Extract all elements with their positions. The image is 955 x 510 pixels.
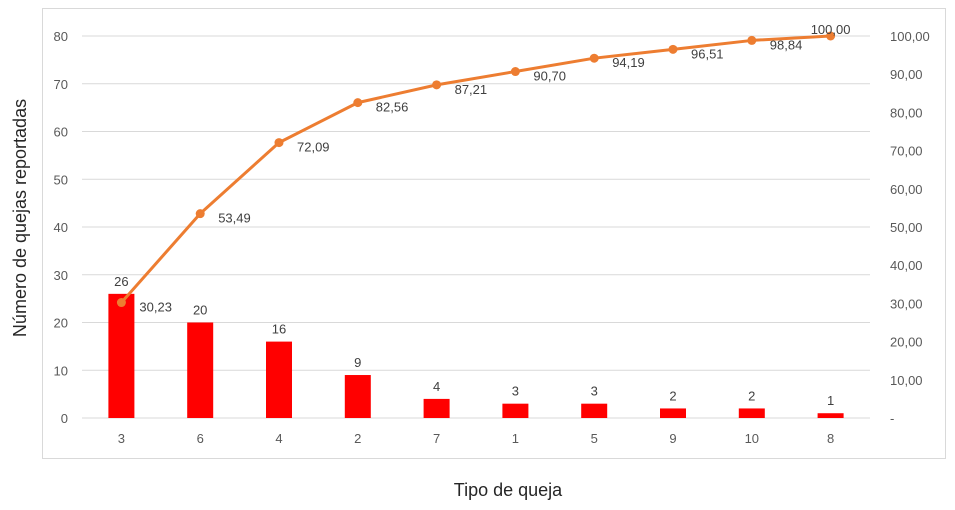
cumulative-value-label: 100,00 [811, 22, 851, 37]
bar [581, 403, 608, 418]
y2-tick-label: 100,00 [890, 29, 930, 44]
bar-series [108, 293, 844, 418]
y-axis-title: Número de quejas reportadas [10, 99, 30, 337]
cumulative-value-label: 90,70 [533, 69, 566, 84]
bar-value-label: 1 [827, 393, 834, 408]
y-tick-label: 20 [54, 316, 68, 331]
bar-data-labels: 26 20 16 9 4 3 3 2 2 1 [114, 274, 834, 408]
y-tick-label: 80 [54, 29, 68, 44]
x-tick-label: 2 [354, 431, 361, 446]
cumulative-value-label: 72,09 [297, 140, 330, 155]
y-axis-tick-labels: 0 10 20 30 40 50 60 70 80 [54, 29, 68, 426]
x-tick-label: 7 [433, 431, 440, 446]
y2-tick-label: 80,00 [890, 105, 923, 120]
y2-tick-label: 30,00 [890, 296, 923, 311]
bar-value-label: 20 [193, 303, 207, 318]
bar-value-label: 9 [354, 355, 361, 370]
bar [423, 398, 450, 418]
cumulative-line [120, 34, 831, 304]
y-tick-label: 60 [54, 125, 68, 140]
cumulative-value-label: 87,21 [455, 82, 488, 97]
cumulative-point [589, 53, 599, 63]
y-tick-label: 40 [54, 220, 68, 235]
gridlines [82, 35, 870, 419]
line-data-labels: 30,23 53,49 72,09 82,56 87,21 90,70 94,19 96,51… [139, 22, 850, 315]
bar-value-label: 3 [512, 384, 519, 399]
cumulative-value-label: 96,51 [691, 46, 724, 61]
x-tick-label: 6 [197, 431, 204, 446]
y2-tick-label: - [890, 411, 894, 426]
y-tick-label: 10 [54, 363, 68, 378]
bar-value-label: 3 [591, 384, 598, 399]
x-tick-label: 1 [512, 431, 519, 446]
y-tick-label: 30 [54, 268, 68, 283]
bar [502, 403, 529, 418]
bar [344, 375, 371, 418]
y2-tick-label: 70,00 [890, 144, 923, 159]
cumulative-point [274, 138, 284, 148]
x-tick-label: 5 [591, 431, 598, 446]
bar [108, 293, 135, 418]
cumulative-point [668, 44, 678, 54]
x-tick-label: 3 [118, 431, 125, 446]
cumulative-line-series [120, 34, 831, 304]
bar [660, 408, 686, 418]
bar-value-label: 2 [669, 388, 676, 403]
bar-value-label: 2 [748, 388, 755, 403]
cumulative-value-label: 98,84 [770, 37, 803, 52]
cumulative-point [353, 98, 363, 108]
x-tick-label: 4 [275, 431, 282, 446]
cumulative-point [116, 298, 126, 308]
x-axis-tick-labels: 3 6 4 2 7 1 5 9 10 8 [118, 431, 834, 446]
y2-tick-label: 10,00 [890, 373, 923, 388]
cumulative-point [195, 209, 205, 219]
x-tick-label: 10 [745, 431, 759, 446]
y2-tick-label: 20,00 [890, 335, 923, 350]
cumulative-points [116, 31, 836, 308]
bar [817, 413, 844, 418]
cumulative-point [432, 80, 442, 90]
bar [738, 408, 765, 418]
cumulative-value-label: 53,49 [218, 211, 251, 226]
cumulative-value-label: 94,19 [612, 55, 645, 70]
y-tick-label: 70 [54, 77, 68, 92]
x-axis-title: Tipo de queja [454, 480, 563, 500]
y2-tick-label: 40,00 [890, 258, 923, 273]
cumulative-point [826, 31, 836, 41]
y-tick-label: 50 [54, 172, 68, 187]
cumulative-value-label: 82,56 [376, 100, 409, 115]
y-tick-label: 0 [61, 411, 68, 426]
bar [187, 322, 214, 418]
cumulative-point [510, 67, 520, 77]
y2-tick-label: 50,00 [890, 220, 923, 235]
bar [266, 341, 292, 418]
cumulative-value-label: 30,23 [139, 300, 172, 315]
y2-tick-label: 90,00 [890, 67, 923, 82]
bar-value-label: 26 [114, 274, 128, 289]
bar-value-label: 4 [433, 379, 440, 394]
x-tick-label: 9 [669, 431, 676, 446]
bar-value-label: 16 [272, 322, 286, 337]
y2-axis-tick-labels: - 10,00 20,00 30,00 40,00 50,00 60,00 70,00 80,0… [890, 29, 930, 426]
y2-tick-label: 60,00 [890, 182, 923, 197]
cumulative-point [747, 35, 757, 45]
x-tick-label: 8 [827, 431, 834, 446]
